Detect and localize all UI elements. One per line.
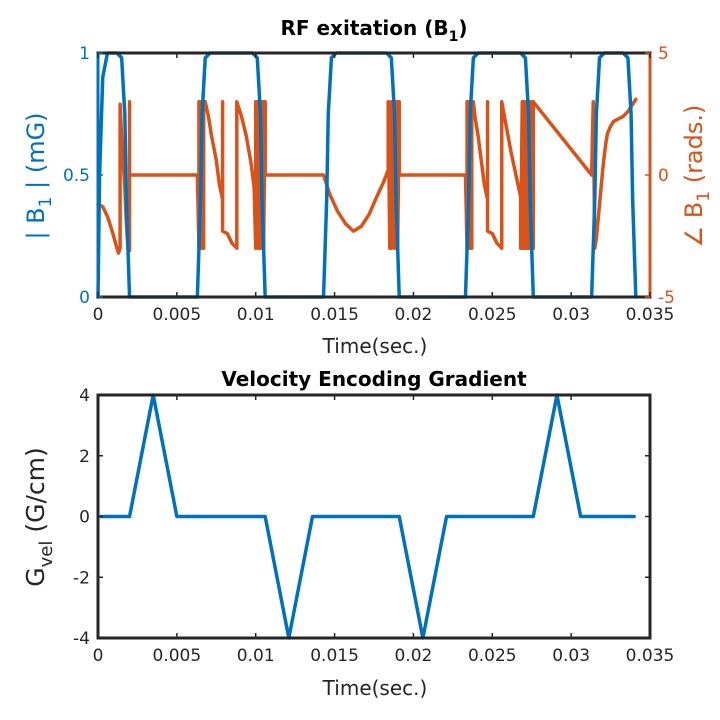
top-chart-title: RF exitation (B1) <box>280 16 467 45</box>
y-tick-label: 4 <box>79 386 90 406</box>
x-tick-label: 0.005 <box>153 646 202 666</box>
rf-excitation-chart: 0 0.005 0.01 0.015 0.02 0.025 0.03 0.035 00.51 … <box>22 16 714 358</box>
bottom-y-axis-label: Gvel (G/cm) <box>21 447 57 586</box>
x-tick-label: 0.03 <box>552 305 590 325</box>
y-tick-label: 2 <box>79 447 90 467</box>
top-right-y-ticks: -5 0 5 <box>645 44 675 308</box>
top-left-y-axis-label: | B1 | (mG) <box>22 112 56 239</box>
bottom-series-group <box>99 393 636 640</box>
bottom-y-ticks: -4 -2 0 2 4 <box>73 386 650 649</box>
x-tick-label: 0 <box>93 305 104 325</box>
bottom-chart-title: Velocity Encoding Gradient <box>221 367 527 391</box>
top-x-axis-label: Time(sec.) <box>322 334 428 358</box>
x-tick-label: 0.015 <box>310 305 359 325</box>
x-tick-label: 0.025 <box>468 305 517 325</box>
x-tick-label: 0.01 <box>237 646 275 666</box>
y-tick-label: 5 <box>658 44 669 64</box>
y-tick-label: 0 <box>658 166 669 186</box>
x-tick-label: 0.02 <box>394 646 432 666</box>
y-tick-label: 1 <box>79 44 90 64</box>
x-tick-label: 0.015 <box>310 646 359 666</box>
bottom-x-ticks: 0 0.005 0.01 0.015 0.02 0.025 0.03 0.035 <box>93 395 675 666</box>
x-tick-label: 0.02 <box>394 305 432 325</box>
top-left-y-ticks: 00.51 <box>63 44 103 308</box>
y-tick-label: 0 <box>79 508 90 528</box>
y-tick-label: -4 <box>73 629 90 649</box>
top-right-y-axis-label: ∠ B1 (rads.) <box>680 105 714 248</box>
y-tick-label: -2 <box>73 568 90 588</box>
y-tick-label: -5 <box>658 288 675 308</box>
top-x-ticks: 0 0.005 0.01 0.015 0.02 0.025 0.03 0.035 <box>93 53 675 325</box>
x-tick-label: 0.03 <box>552 646 590 666</box>
bottom-x-axis-label: Time(sec.) <box>322 676 428 700</box>
velocity-gradient-chart: 0 0.005 0.01 0.015 0.02 0.025 0.03 0.035 -4 -2 0 2… <box>21 367 674 700</box>
x-tick-label: 0 <box>93 646 104 666</box>
y-tick-label: 0.5 <box>63 166 90 186</box>
x-tick-label: 0.035 <box>626 305 675 325</box>
gradient-series <box>99 393 636 640</box>
y-tick-label: 0 <box>79 288 90 308</box>
x-tick-label: 0.025 <box>468 646 517 666</box>
x-tick-label: 0.005 <box>153 305 202 325</box>
x-tick-label: 0.035 <box>626 646 675 666</box>
x-tick-label: 0.01 <box>237 305 275 325</box>
